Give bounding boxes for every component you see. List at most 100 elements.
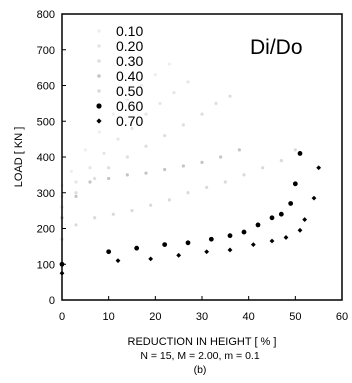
legend-label: 0.20 xyxy=(116,38,143,54)
series-0-30 xyxy=(60,94,232,209)
data-point xyxy=(163,167,167,172)
legend-marker xyxy=(97,74,101,78)
data-point xyxy=(74,223,78,227)
series-0-70 xyxy=(59,165,322,276)
data-point xyxy=(227,233,233,239)
data-point xyxy=(69,169,73,173)
y-tick-label: 500 xyxy=(37,116,55,128)
data-point xyxy=(125,98,129,102)
x-axis-label: REDUCTION IN HEIGHT [ % ] xyxy=(128,336,277,348)
y-tick-label: 800 xyxy=(37,9,55,21)
data-point xyxy=(107,166,111,170)
y-tick-label: 300 xyxy=(37,188,55,200)
data-point xyxy=(255,222,261,228)
caption-line-2: (b) xyxy=(194,364,207,376)
data-point xyxy=(237,148,241,152)
data-point xyxy=(130,209,134,213)
data-point xyxy=(204,249,210,255)
data-point xyxy=(88,180,92,184)
data-point xyxy=(97,130,101,134)
legend-marker xyxy=(97,44,101,48)
ratio-label: Di/Do xyxy=(250,36,303,59)
legend-marker xyxy=(97,59,101,63)
data-point xyxy=(115,258,121,264)
data-point xyxy=(311,195,317,201)
data-point xyxy=(144,144,148,148)
data-point xyxy=(102,151,106,156)
data-point xyxy=(185,240,191,246)
data-point xyxy=(149,203,153,207)
data-point xyxy=(269,238,275,244)
x-tick-label: 60 xyxy=(336,311,348,323)
y-tick-label: 400 xyxy=(37,152,55,164)
x-tick-label: 10 xyxy=(103,311,115,323)
x-tick-label: 20 xyxy=(149,311,161,323)
data-point xyxy=(134,245,140,251)
data-points xyxy=(59,62,322,276)
data-point xyxy=(250,242,256,247)
data-point xyxy=(167,62,171,66)
y-tick-label: 100 xyxy=(37,259,55,271)
data-point xyxy=(219,155,223,159)
series-0-50 xyxy=(60,148,297,241)
legend-label: 0.60 xyxy=(116,98,143,114)
x-tick-label: 30 xyxy=(196,311,208,323)
data-point xyxy=(144,112,148,116)
x-tick-label: 40 xyxy=(243,311,255,323)
legend: 0.100.200.300.400.500.600.70 xyxy=(96,23,143,129)
legend-marker xyxy=(96,103,102,109)
x-tick-label: 0 xyxy=(59,311,65,323)
data-point xyxy=(242,173,246,177)
data-point xyxy=(153,73,157,77)
data-point xyxy=(172,91,176,95)
legend-marker xyxy=(96,118,102,124)
data-point xyxy=(227,247,233,253)
data-point xyxy=(93,176,97,181)
y-tick-label: 200 xyxy=(37,224,55,236)
data-point xyxy=(148,256,154,262)
series-0-10 xyxy=(60,62,171,188)
caption-line-1: N = 15, M = 2.00, m = 0.1 xyxy=(140,350,260,362)
legend-label: 0.10 xyxy=(116,23,143,39)
y-axis-label: LOAD [ KN ] xyxy=(13,127,25,188)
data-point xyxy=(200,160,204,164)
data-point xyxy=(261,166,265,170)
data-point xyxy=(74,191,78,195)
data-point xyxy=(181,164,185,168)
data-point xyxy=(292,181,298,187)
legend-label: 0.70 xyxy=(116,113,143,129)
data-point xyxy=(208,236,214,242)
data-point xyxy=(279,158,283,163)
data-point xyxy=(288,201,294,206)
data-point xyxy=(186,191,190,195)
legend-label: 0.30 xyxy=(116,53,143,69)
data-point xyxy=(205,185,209,189)
data-point xyxy=(214,101,218,105)
data-point xyxy=(158,101,162,105)
data-point xyxy=(186,80,190,84)
data-point xyxy=(283,235,289,240)
data-point xyxy=(144,171,148,175)
y-tick-label: 600 xyxy=(37,81,55,93)
series-0-20 xyxy=(60,80,190,198)
data-point xyxy=(163,133,167,138)
data-point xyxy=(241,229,247,235)
series-0-60 xyxy=(59,151,303,267)
data-point xyxy=(107,176,111,181)
data-point xyxy=(111,212,115,216)
y-tick-label: 700 xyxy=(37,45,55,57)
data-point xyxy=(181,123,185,127)
legend-marker xyxy=(97,29,101,33)
data-point xyxy=(88,166,92,170)
data-point xyxy=(228,94,232,98)
data-point xyxy=(93,216,97,220)
data-point xyxy=(106,249,112,255)
legend-label: 0.50 xyxy=(116,83,143,99)
data-point xyxy=(130,126,134,130)
data-point xyxy=(297,227,303,233)
legend-marker xyxy=(97,89,101,93)
legend-label: 0.40 xyxy=(116,68,143,84)
data-point xyxy=(302,217,308,222)
data-point xyxy=(167,198,171,202)
